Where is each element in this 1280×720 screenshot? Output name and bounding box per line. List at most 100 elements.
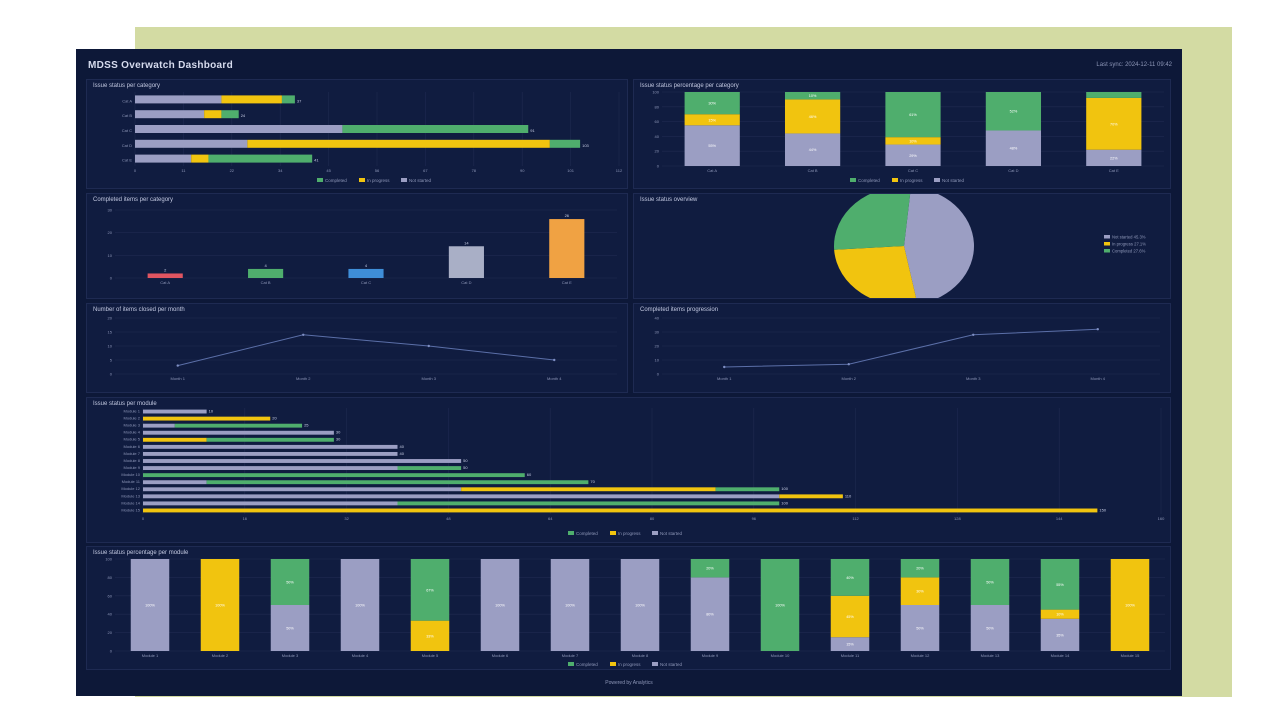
x-tick-label: Cat D	[1008, 168, 1018, 173]
panel-title: Issue status percentage per module	[93, 550, 189, 556]
bar-segment	[342, 125, 529, 133]
y-tick-label: 80	[108, 575, 113, 580]
bar-segment	[410, 559, 450, 621]
data-label: 10%	[1056, 613, 1064, 617]
x-tick-label: 45	[326, 168, 331, 173]
legend-label: In progress 27.1%	[1112, 242, 1146, 247]
x-tick-label: Module 12	[911, 653, 930, 658]
x-tick-label: 128	[954, 516, 961, 521]
data-label: 30%	[708, 102, 716, 106]
x-tick-label: 112	[616, 168, 623, 173]
x-tick-label: Month 4	[1091, 376, 1106, 381]
x-tick-label: Module 11	[841, 653, 860, 658]
data-point	[1096, 328, 1099, 331]
pie-slice	[904, 186, 974, 305]
series-line	[177, 334, 555, 367]
dashboard-window: MDSS Overwatch Dashboard Last sync: 2024…	[76, 49, 1182, 696]
data-label: 100%	[495, 604, 505, 608]
bar-segment	[206, 480, 589, 485]
completed-per-category-chart: 0 10 20 30 2 Cat A 4 Cat B 4 Cat C 14 Cat D 26 Cat E	[108, 208, 617, 285]
bar-segment	[397, 501, 780, 506]
y-tick-label: 0	[110, 276, 113, 281]
data-label: 61%	[909, 113, 917, 117]
y-tick-label: 0	[110, 372, 113, 377]
data-label: 4	[365, 263, 368, 268]
y-tick-label: 40	[108, 612, 113, 617]
x-tick-label: 160	[1158, 516, 1165, 521]
legend-swatch	[610, 662, 616, 666]
bar	[248, 268, 284, 278]
bar-total-label: 30	[336, 430, 341, 435]
y-tick-label: 100	[105, 557, 112, 562]
legend-label: Completed	[858, 178, 880, 183]
bar-segment	[135, 125, 343, 133]
bar-segment	[784, 133, 841, 166]
bar-segment	[620, 559, 660, 651]
bar-total-label: 50	[463, 458, 468, 463]
bar-total-label: 40	[400, 451, 405, 456]
x-tick-label: Module 5	[422, 653, 439, 658]
data-label: 14	[464, 240, 469, 245]
y-tick-label: 10	[108, 253, 113, 258]
bar-segment	[206, 437, 334, 442]
bar-segment	[221, 95, 282, 104]
panel-status-per-module: Issue status per module 0 16 32 48 64 80 96 112…	[86, 397, 1171, 543]
data-label: 44%	[809, 148, 817, 152]
data-label: 15%	[846, 643, 854, 647]
data-point	[427, 344, 430, 348]
data-point	[723, 365, 726, 369]
data-label: 100%	[355, 604, 365, 608]
bar-segment	[549, 139, 581, 148]
y-tick-label: 10	[655, 358, 660, 363]
data-label: 20%	[916, 567, 924, 571]
bar-segment	[461, 487, 716, 492]
x-tick-label: Module 9	[702, 653, 719, 658]
bar-segment	[885, 137, 941, 145]
panel-title: Completed items progression	[640, 307, 719, 313]
x-tick-label: 96	[752, 516, 757, 521]
x-tick-label: Module 1	[142, 653, 159, 658]
data-point	[972, 333, 975, 336]
x-tick-label: Cat C	[908, 168, 918, 173]
bar-total-label: 60	[527, 472, 532, 477]
bar-segment	[143, 473, 525, 478]
data-point	[302, 333, 305, 336]
y-tick-label: Module 11	[122, 479, 141, 484]
x-tick-label: 144	[1056, 516, 1063, 521]
x-tick-label: 101	[567, 168, 574, 173]
x-tick-label: Month 3	[966, 376, 981, 381]
closed-per-month-chart: 0 5 10 15 20 Month 1 Month 2 Month 3 Month 4	[108, 316, 617, 381]
legend-swatch	[359, 178, 365, 182]
y-tick-label: Module 6	[124, 444, 141, 449]
y-tick-label: 20	[108, 316, 113, 321]
data-label: 55%	[708, 144, 716, 148]
bar-segment	[191, 154, 209, 163]
legend-label: In progress	[618, 531, 641, 536]
x-tick-label: Cat B	[261, 280, 271, 285]
bar-segment	[397, 466, 462, 471]
data-label: 10%	[809, 94, 817, 98]
bar-segment	[550, 559, 590, 651]
bar-segment	[143, 444, 398, 449]
legend-swatch	[892, 178, 898, 182]
bar-segment	[480, 559, 520, 651]
data-label: 100%	[215, 604, 225, 608]
x-tick-label: 22	[230, 168, 235, 173]
bar-segment	[174, 423, 303, 428]
data-label: 80%	[706, 613, 714, 617]
legend-swatch	[568, 531, 574, 535]
bar-segment	[715, 487, 780, 492]
legend-label: Not started 45.3%	[1112, 235, 1146, 240]
bar-total-label: 20	[272, 416, 277, 421]
legend-swatch	[1104, 235, 1110, 239]
data-point	[553, 358, 556, 362]
bar-segment	[985, 130, 1042, 166]
bar-segment	[143, 480, 207, 485]
bar-total-label: 24	[241, 113, 246, 118]
y-tick-label: Cat B	[122, 113, 132, 118]
bar-segment	[204, 110, 222, 119]
x-tick-label: Cat E	[562, 280, 572, 285]
panel-completed-per-category: Completed items per category 0 10 20 30 2 Cat…	[86, 193, 628, 299]
bar-total-label: 50	[463, 465, 468, 470]
data-label: 20%	[706, 567, 714, 571]
